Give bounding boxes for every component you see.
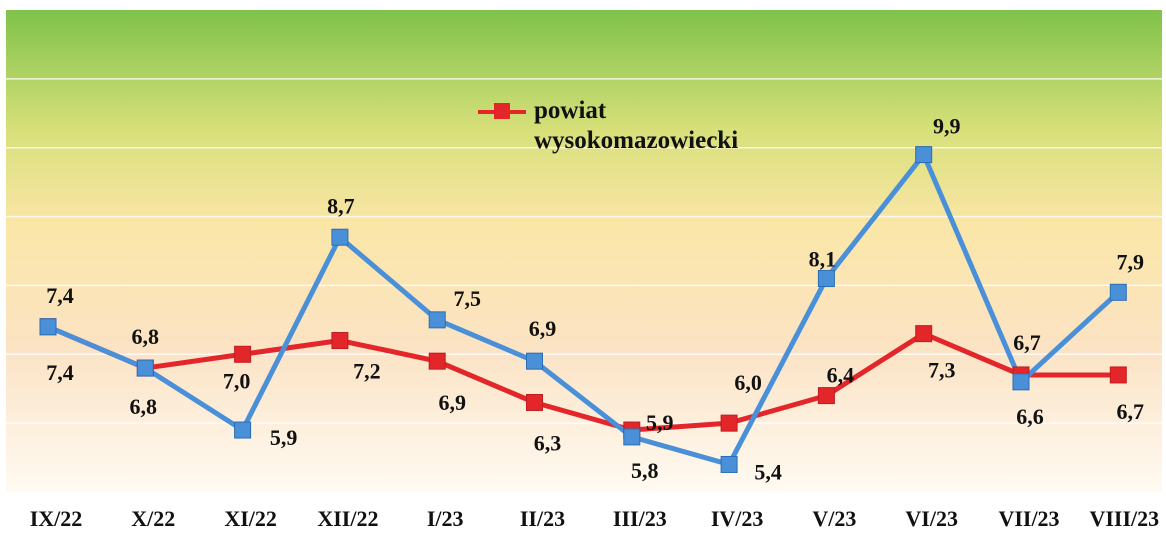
data-point <box>331 228 349 246</box>
data-label: 8,7 <box>327 193 355 218</box>
x-tick-label: IX/22 <box>30 506 83 531</box>
data-point <box>720 455 738 473</box>
data-label: 6,8 <box>130 394 158 419</box>
data-label: 7,5 <box>453 286 481 311</box>
legend: powiat wysokomazowiecki <box>478 96 778 156</box>
data-point <box>817 387 835 405</box>
x-tick-label: VII/23 <box>998 506 1059 531</box>
data-point <box>526 393 543 411</box>
data-point <box>39 318 57 336</box>
data-label: 6,7 <box>1013 330 1041 355</box>
data-label: 6,7 <box>1117 399 1145 424</box>
legend-swatch <box>478 103 526 119</box>
x-tick-label: I/23 <box>427 506 464 531</box>
data-point <box>720 414 738 432</box>
data-label: 7,2 <box>353 359 381 384</box>
data-point <box>136 359 154 377</box>
data-point <box>234 345 252 363</box>
data-point <box>915 325 933 343</box>
x-tick-label: III/23 <box>613 506 667 531</box>
x-tick-label: V/23 <box>812 506 856 531</box>
data-label: 7,0 <box>223 368 251 393</box>
data-label: 7,4 <box>46 283 74 308</box>
data-label: 6,6 <box>1016 404 1044 429</box>
series-line <box>47 324 1119 433</box>
x-tick-label: XI/22 <box>224 506 277 531</box>
data-point <box>234 421 252 439</box>
data-point <box>428 352 446 370</box>
x-tick-label: VIII/23 <box>1089 506 1159 531</box>
data-point <box>526 352 543 370</box>
data-label: 5,4 <box>754 460 782 485</box>
data-label: 6,0 <box>734 370 762 395</box>
x-tick-label: X/22 <box>131 506 175 531</box>
data-point <box>817 270 835 288</box>
x-tick-label: IV/23 <box>711 506 764 531</box>
data-label: 5,9 <box>646 410 674 435</box>
data-label: 9,9 <box>933 114 961 139</box>
data-label: 6,3 <box>534 431 562 456</box>
x-tick-label: II/23 <box>520 506 565 531</box>
legend-label: powiat wysokomazowiecki <box>534 97 739 154</box>
data-label: 5,9 <box>270 425 298 450</box>
series-line <box>47 152 1120 467</box>
x-tick-label: XII/22 <box>317 506 378 531</box>
data-label: 7,4 <box>46 360 74 385</box>
plot-background <box>6 10 1162 492</box>
data-label: 8,1 <box>809 247 837 272</box>
data-label: 7,3 <box>928 358 956 383</box>
data-label: 5,8 <box>631 458 659 483</box>
data-label: 6,9 <box>529 316 557 341</box>
x-tick-label: VI/23 <box>905 506 958 531</box>
data-point <box>623 428 641 446</box>
data-point <box>1012 373 1030 391</box>
data-point <box>428 311 446 329</box>
data-point <box>1109 366 1127 384</box>
data-point <box>915 146 933 164</box>
data-label: 6,8 <box>132 324 160 349</box>
data-label: 6,4 <box>827 363 855 388</box>
data-label: 7,9 <box>1117 249 1145 274</box>
data-point <box>331 332 349 350</box>
data-point <box>1109 283 1127 301</box>
data-label: 6,9 <box>438 390 466 415</box>
